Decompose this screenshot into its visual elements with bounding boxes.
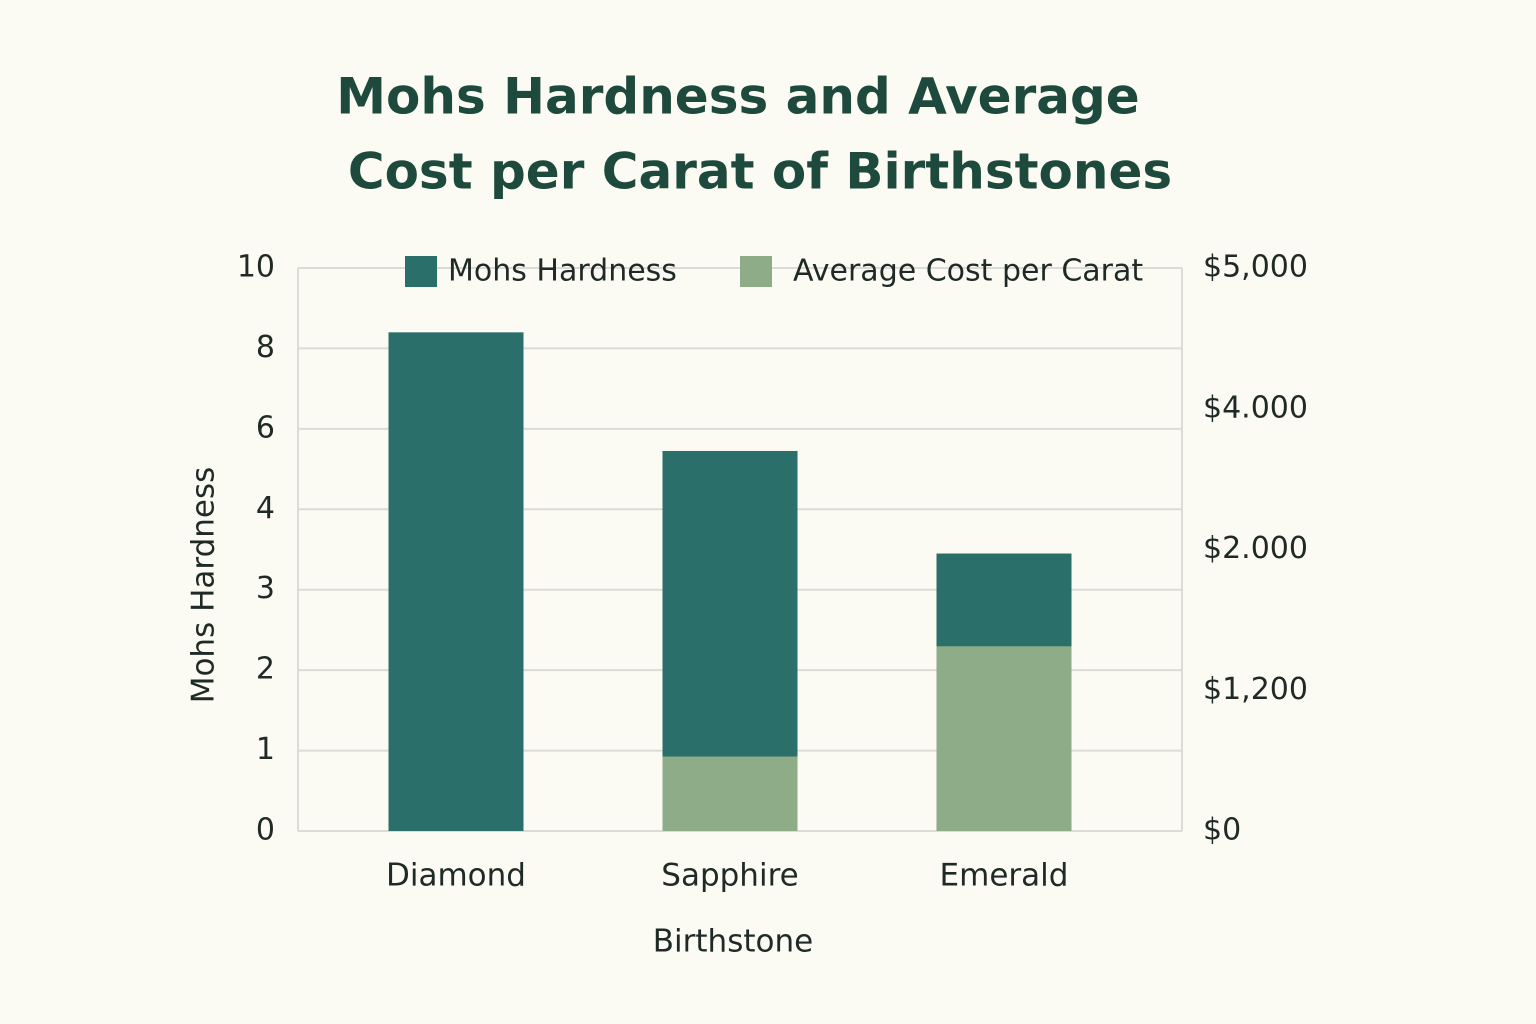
bar [662,756,798,831]
y2-tick-label: $4.000 [1203,390,1308,425]
legend-swatch [740,256,772,287]
y-tick-label: 2 [256,652,275,687]
y2-tick-label: $0 [1203,813,1241,848]
y-tick-label: 4 [256,491,275,526]
x-tick-label: Emerald [940,858,1069,894]
chart-title: Mohs Hardness and Average [336,68,1139,126]
x-tick-label: Sapphire [661,858,798,894]
y-tick-label: 3 [256,571,275,606]
y-tick-label: 8 [256,330,275,365]
y-tick-label: 10 [237,250,275,285]
bar [388,332,524,831]
legend-label: Average Cost per Carat [793,254,1143,289]
x-axis-label: Birthstone [653,924,813,960]
y-tick-label: 1 [256,732,275,767]
y2-tick-label: $1,200 [1203,672,1308,707]
legend-label: Mohs Hardness [448,254,677,289]
y-tick-label: 6 [256,410,275,445]
y2-tick-label: $2.000 [1203,531,1308,566]
chart-title: Cost per Carat of Birthstones [348,143,1172,201]
y-tick-label: 0 [256,813,275,848]
x-tick-label: Diamond [386,858,526,894]
bar [936,646,1072,831]
legend-swatch [405,256,437,287]
y-axis-label: Mohs Hardness [186,467,222,704]
y2-tick-label: $5,000 [1203,250,1308,285]
